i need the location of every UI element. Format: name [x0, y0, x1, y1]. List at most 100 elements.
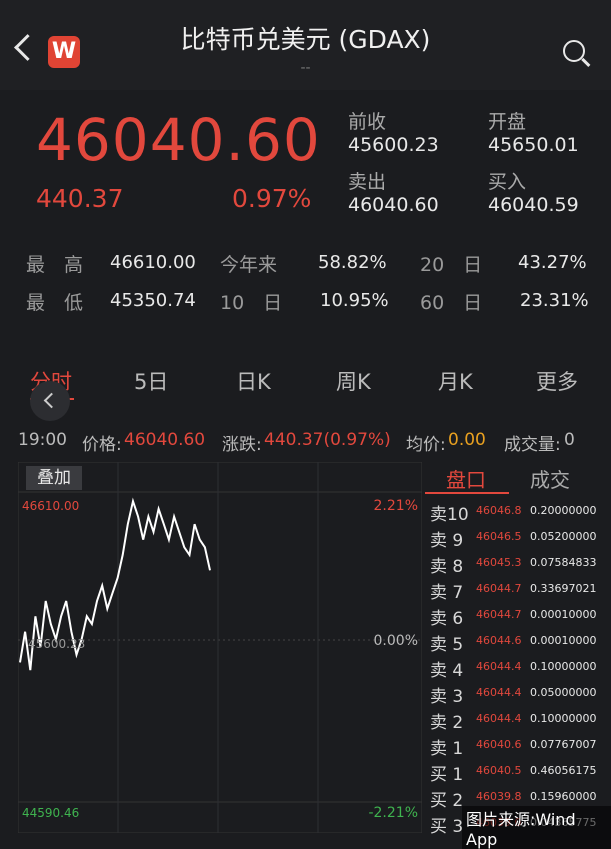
orderbook-qty: 0.07584833 [530, 556, 597, 569]
tab-trades[interactable]: 成交 [530, 468, 570, 492]
open-value: 45650.01 [488, 134, 579, 156]
chart-bottom-pct: -2.21% [368, 805, 418, 821]
orderbook-side: 卖 1 [430, 739, 464, 759]
orderbook-row: 卖 8 46045.3 0.07584833 [430, 552, 596, 578]
price-change: 440.37 [36, 184, 124, 213]
orderbook-qty: 0.00010000 [530, 608, 597, 621]
orderbook-row: 卖 3 46044.4 0.05000000 [430, 682, 596, 708]
info-volume-label: 成交量: [504, 435, 561, 455]
info-volume: 0 [564, 430, 575, 450]
price-change-pct: 0.97% [232, 184, 312, 213]
tab-more[interactable]: 更多 [536, 370, 578, 394]
orderbook-qty: 0.00010000 [530, 634, 597, 647]
source-watermark: 图片来源:Wind App [462, 806, 611, 849]
20d-value: 43.27% [518, 252, 587, 273]
prev-close-label: 前收 [348, 111, 387, 133]
ytd-value: 58.82% [318, 252, 387, 273]
orderbook-side: 卖 8 [430, 557, 464, 577]
tab-monthly-k[interactable]: 月K [438, 370, 473, 394]
info-price: 46040.60 [124, 430, 206, 450]
orderbook-qty: 0.15960000 [530, 790, 597, 803]
orderbook-row: 卖 5 46044.6 0.00010000 [430, 630, 596, 656]
orderbook-qty: 0.20000000 [530, 504, 597, 517]
chart-top-pct: 2.21% [374, 498, 418, 514]
intraday-chart: 46610.00 2.21% 45600.23 0.00% 44590.46 -… [18, 462, 422, 833]
20d-label: 20 日 [420, 254, 483, 276]
price-series-line [19, 497, 211, 671]
tab-daily-k[interactable]: 日K [236, 370, 271, 394]
low-value: 45350.74 [110, 290, 196, 311]
orderbook-side: 买 2 [430, 791, 464, 811]
orderbook-row: 卖 2 46044.4 0.10000000 [430, 708, 596, 734]
orderbook-row: 卖10 46046.8 0.20000000 [430, 500, 596, 526]
orderbook-row: 买 1 46040.5 0.46056175 [430, 760, 596, 786]
chart-mid-price: 45600.23 [28, 637, 85, 651]
orderbook-side: 卖 9 [430, 531, 464, 551]
chart-top-price: 46610.00 [22, 499, 79, 513]
open-label: 开盘 [488, 111, 527, 133]
header-bar [0, 0, 611, 90]
orderbook-row: 买 346039.00.04365775 [430, 812, 596, 838]
prev-close-value: 45600.23 [348, 134, 439, 156]
search-icon[interactable] [563, 40, 585, 62]
orderbook-tab-indicator [425, 492, 509, 494]
bid-value: 46040.59 [488, 194, 579, 216]
orderbook-price: 46046.8 [476, 504, 522, 517]
info-change-label: 涨跌: [222, 435, 262, 455]
10d-label: 10 日 [220, 292, 283, 314]
orderbook-qty: 0.46056175 [530, 764, 597, 777]
tab-5day[interactable]: 5日 [134, 370, 169, 394]
bid-label: 买入 [488, 171, 527, 193]
orderbook-side: 卖 3 [430, 687, 464, 707]
high-value: 46610.00 [110, 252, 196, 273]
orderbook-price: 46040.5 [476, 764, 522, 777]
orderbook-price: 46040.6 [476, 738, 522, 751]
orderbook-row: 卖 4 46044.4 0.10000000 [430, 656, 596, 682]
orderbook-qty: 0.05000000 [530, 686, 597, 699]
ask-label: 卖出 [348, 171, 387, 193]
chart-bottom-price: 44590.46 [22, 806, 79, 820]
info-avg: 0.00 [448, 430, 486, 450]
orderbook-side: 卖 4 [430, 661, 464, 681]
orderbook-row: 卖 9 46046.5 0.05200000 [430, 526, 596, 552]
orderbook-row: 卖 6 46044.7 0.00010000 [430, 604, 596, 630]
orderbook-side: 卖 2 [430, 713, 464, 733]
high-label: 最 高 [26, 254, 84, 276]
orderbook-side: 买 3 [430, 817, 464, 837]
info-time: 19:00 [18, 430, 67, 450]
collapse-button[interactable] [30, 381, 70, 421]
orderbook-side: 买 1 [430, 765, 464, 785]
page-subtitle: -- [300, 60, 311, 76]
orderbook-price: 46044.6 [476, 634, 522, 647]
info-price-label: 价格: [82, 435, 122, 455]
orderbook-price: 46044.4 [476, 660, 522, 673]
chart-frame [18, 462, 422, 833]
orderbook-price: 46044.4 [476, 686, 522, 699]
orderbook-side: 卖 6 [430, 609, 464, 629]
10d-value: 10.95% [320, 290, 389, 311]
orderbook-price: 46044.7 [476, 608, 522, 621]
orderbook-qty: 0.10000000 [530, 660, 597, 673]
orderbook-price: 46039.8 [476, 790, 522, 803]
ytd-label: 今年来 [220, 254, 278, 276]
orderbook-qty: 0.33697021 [530, 582, 597, 595]
orderbook-row: 卖 7 46044.7 0.33697021 [430, 578, 596, 604]
orderbook-price: 46046.5 [476, 530, 522, 543]
tab-weekly-k[interactable]: 周K [336, 370, 371, 394]
orderbook-price: 46045.3 [476, 556, 522, 569]
info-change: 440.37(0.97%) [264, 430, 391, 450]
info-avg-label: 均价: [406, 435, 446, 455]
60d-label: 60 日 [420, 292, 483, 314]
60d-value: 23.31% [520, 290, 589, 311]
orderbook-row: 卖 1 46040.6 0.07767007 [430, 734, 596, 760]
ask-value: 46040.60 [348, 194, 439, 216]
orderbook-side: 卖 5 [430, 635, 464, 655]
orderbook-price: 46044.4 [476, 712, 522, 725]
low-label: 最 低 [26, 292, 84, 314]
orderbook-qty: 0.05200000 [530, 530, 597, 543]
orderbook-price: 46044.7 [476, 582, 522, 595]
tab-orderbook[interactable]: 盘口 [446, 468, 486, 492]
orderbook-row: 买 2 46039.8 0.15960000 [430, 786, 596, 812]
wind-logo: W [48, 36, 80, 68]
overlay-button[interactable]: 叠加 [26, 466, 82, 490]
